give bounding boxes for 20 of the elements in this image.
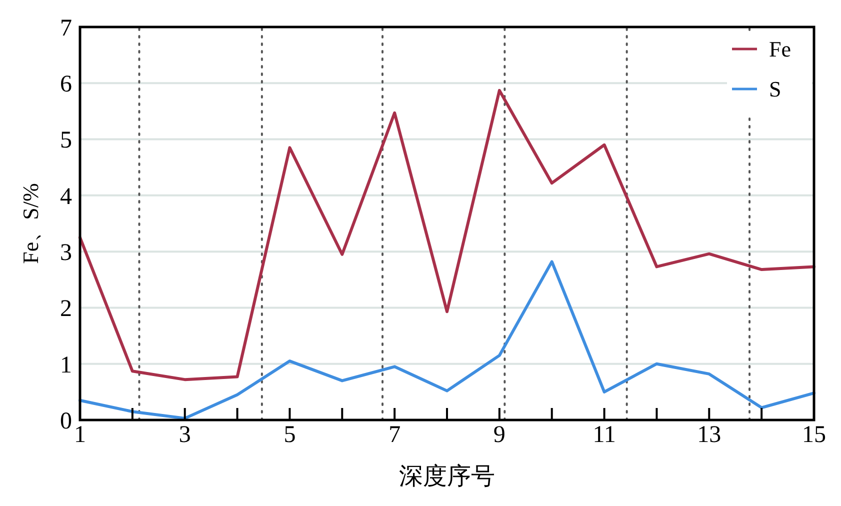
y-tick-label: 0 — [60, 408, 72, 434]
y-axis-title: Fe、S/% — [18, 183, 43, 264]
y-tick-label: 4 — [60, 184, 72, 210]
legend-label: S — [769, 76, 782, 102]
x-tick-label: 13 — [697, 422, 722, 448]
x-tick-label: 9 — [493, 422, 506, 448]
x-tick-label: 5 — [284, 422, 296, 448]
y-tick-label: 7 — [60, 15, 72, 42]
line-series — [78, 260, 816, 420]
y-tick-label: 3 — [60, 240, 72, 266]
y-tick-label: 1 — [60, 352, 72, 378]
x-tick-label: 15 — [802, 422, 826, 448]
x-tick-label: 7 — [388, 422, 401, 448]
y-tick-label: 6 — [60, 72, 72, 98]
legend-label: Fe — [769, 36, 791, 62]
x-axis-title: 深度序号 — [399, 463, 495, 490]
y-tick-label: 5 — [60, 128, 72, 154]
x-tick-label: 3 — [178, 422, 191, 448]
y-tick-label: 2 — [60, 296, 72, 322]
x-tick-label: 11 — [592, 422, 616, 448]
